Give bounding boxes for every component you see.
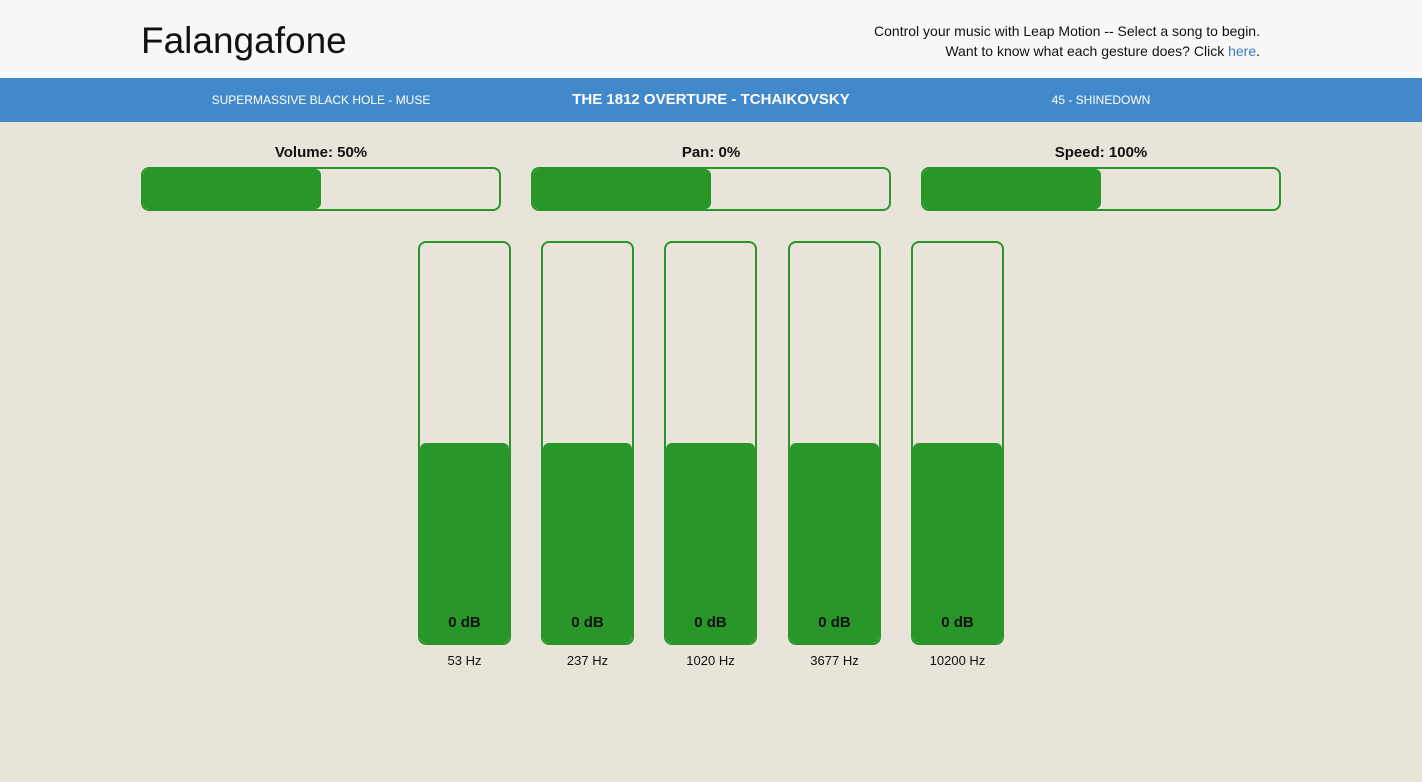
gesture-help-link[interactable]: here [1228, 43, 1257, 59]
eq-band-frequency: 10200 Hz [929, 653, 986, 668]
intro-text: Control your music with Leap Motion -- S… [874, 21, 1260, 61]
eq-band-4: 0 dB 3677 Hz [788, 241, 881, 668]
eq-band-gain: 0 dB [818, 614, 851, 631]
eq-band-frequency: 53 Hz [447, 653, 482, 668]
eq-band-bar[interactable]: 0 dB [664, 241, 757, 645]
eq-band-frequency: 237 Hz [566, 653, 609, 668]
pan-control: Pan: 0% [531, 144, 891, 211]
header: Falangafone Control your music with Leap… [0, 0, 1422, 78]
eq-band-fill [913, 443, 1002, 643]
eq-band-bar[interactable]: 0 dB [541, 241, 634, 645]
volume-fill [143, 169, 321, 209]
pan-label: Pan: 0% [681, 144, 741, 161]
eq-band-1: 0 dB 53 Hz [418, 241, 511, 668]
eq-band-gain: 0 dB [571, 614, 604, 631]
eq-band-frequency: 3677 Hz [810, 653, 859, 668]
speed-fill [923, 169, 1101, 209]
speed-bar[interactable] [921, 167, 1281, 211]
intro-line-2-prefix: Want to know what each gesture does? Cli… [945, 43, 1229, 59]
volume-label: Volume: 50% [274, 144, 368, 161]
eq-band-frequency: 1020 Hz [686, 653, 735, 668]
app-title: Falangafone [141, 20, 347, 61]
eq-band-bar[interactable]: 0 dB [788, 241, 881, 645]
speed-control: Speed: 100% [921, 144, 1281, 211]
intro-line-1: Control your music with Leap Motion -- S… [874, 23, 1260, 39]
eq-band-fill [420, 443, 509, 643]
eq-band-bar[interactable]: 0 dB [418, 241, 511, 645]
eq-band-bar[interactable]: 0 dB [911, 241, 1004, 645]
intro-line-2-suffix: . [1256, 43, 1260, 59]
eq-band-5: 0 dB 10200 Hz [911, 241, 1004, 668]
song-bar: Supermassive Black Hole - Muse The 1812 … [0, 78, 1422, 122]
volume-control: Volume: 50% [141, 144, 501, 211]
eq-band-3: 0 dB 1020 Hz [664, 241, 757, 668]
previous-song[interactable]: Supermassive Black Hole - Muse [211, 93, 431, 107]
current-song[interactable]: The 1812 Overture - Tchaikovsky [572, 91, 850, 108]
next-song[interactable]: 45 - Shinedown [1051, 93, 1151, 107]
eq-band-gain: 0 dB [694, 614, 727, 631]
eq-band-gain: 0 dB [941, 614, 974, 631]
eq-band-fill [790, 443, 879, 643]
eq-band-fill [666, 443, 755, 643]
eq-band-2: 0 dB 237 Hz [541, 241, 634, 668]
eq-band-gain: 0 dB [448, 614, 481, 631]
intro-line-2: Want to know what each gesture does? Cli… [874, 41, 1260, 61]
pan-fill [533, 169, 711, 209]
speed-label: Speed: 100% [1054, 144, 1148, 161]
eq-band-fill [543, 443, 632, 643]
volume-bar[interactable] [141, 167, 501, 211]
pan-bar[interactable] [531, 167, 891, 211]
